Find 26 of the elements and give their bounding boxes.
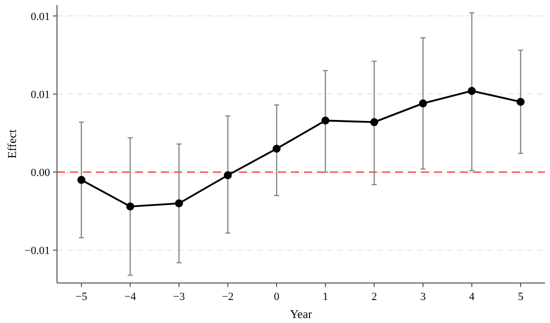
point xyxy=(126,202,134,210)
point xyxy=(224,171,232,180)
x-tick-label: 5 xyxy=(518,291,524,303)
x-tick-label: 0 xyxy=(274,291,280,303)
y-tick-label: 0.01 xyxy=(30,10,50,23)
y-tick-label: 0.01 xyxy=(30,88,50,101)
y-axis-title: Effect xyxy=(5,128,19,159)
point xyxy=(370,118,378,126)
x-tick-label: −5 xyxy=(76,291,88,303)
x-tick-label: 2 xyxy=(371,291,377,303)
y-tick-label: 0.00 xyxy=(30,166,50,179)
point xyxy=(175,199,183,208)
x-tick-label: −3 xyxy=(173,291,186,303)
point xyxy=(516,98,525,106)
point xyxy=(77,176,86,184)
y-tick-label: −0.01 xyxy=(24,245,50,258)
point xyxy=(272,144,281,153)
x-tick-label: −4 xyxy=(124,291,137,303)
point xyxy=(321,116,330,125)
x-tick-label: 1 xyxy=(322,291,328,303)
x-tick-label: 4 xyxy=(469,291,476,303)
x-tick-label: −2 xyxy=(222,291,234,303)
x-axis-title: Year xyxy=(290,307,312,321)
x-tick-label: 3 xyxy=(420,291,426,303)
point xyxy=(468,86,476,95)
point xyxy=(419,99,427,108)
